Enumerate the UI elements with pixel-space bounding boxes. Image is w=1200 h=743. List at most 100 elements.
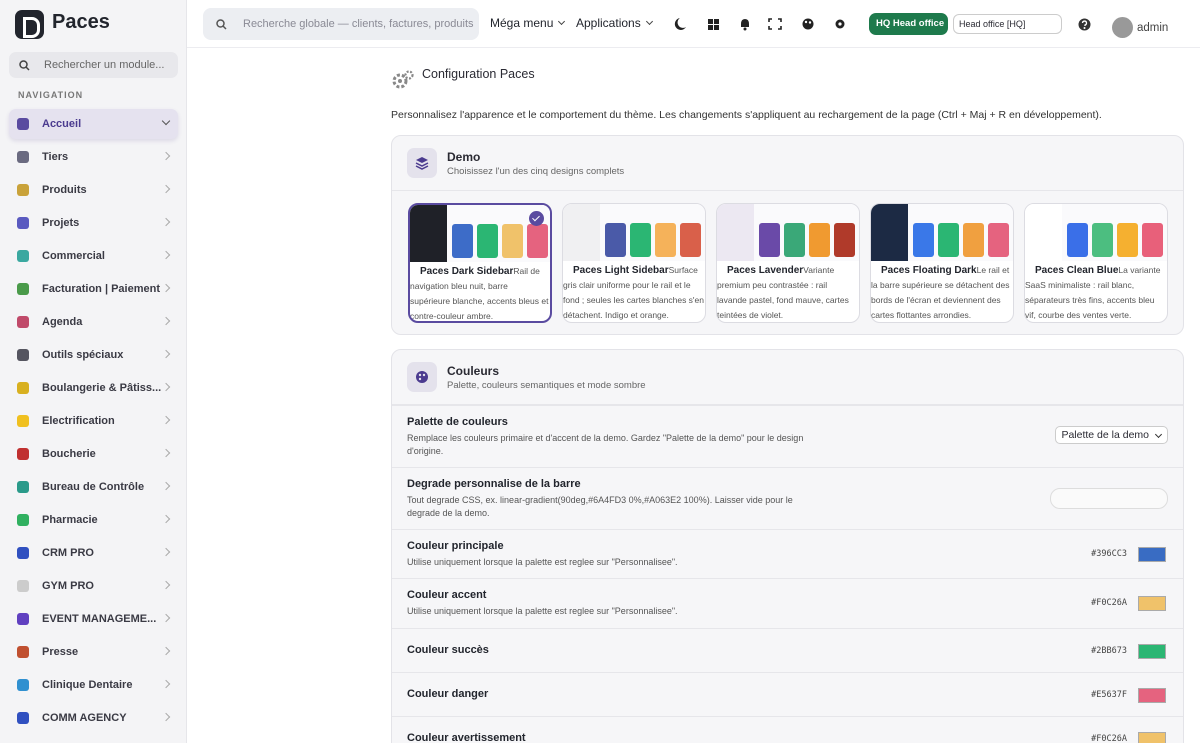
badge-code: HQ [876,18,891,29]
nav-label: Clinique Dentaire [42,679,133,691]
chevron [161,679,171,689]
swatch [913,223,934,257]
nav-icon [17,118,29,130]
nav-label: COMM AGENCY [42,712,127,724]
chevron [161,514,171,524]
site-select[interactable]: Head office [HQ] [953,14,1062,34]
palette-select[interactable]: Palette de la demo [1055,426,1168,444]
theme-card[interactable]: Paces Dark SidebarRail de navigation ble… [408,203,552,323]
swatch [605,223,626,257]
color-swatch[interactable] [1138,547,1166,562]
global-search[interactable]: Recherche globale — clients, factures, p… [203,8,479,40]
chevron [161,481,171,491]
theme-name: Paces Lavender [727,265,804,276]
swatch [988,223,1009,257]
nav-item[interactable]: Projets [9,208,178,238]
nav-item[interactable]: Boucherie [9,439,178,469]
avatar[interactable] [1112,17,1133,38]
gradient-input[interactable] [1050,488,1168,509]
nav-item[interactable]: Clinique Dentaire [9,670,178,700]
applications-menu[interactable]: Applications [576,16,652,30]
color-swatch[interactable] [1138,596,1166,611]
swatch [1117,223,1138,257]
main: Configuration Paces Personnalisez l'appa… [188,49,1200,743]
nav-label: Commercial [42,250,105,262]
theme-card[interactable]: Paces Floating DarkLe rail et la barre s… [870,203,1014,323]
nav-label: Boulangerie & Pâtiss... [42,382,162,394]
theme-card[interactable]: Paces LavenderVariante premium peu contr… [716,203,860,323]
help-icon[interactable] [1078,18,1091,31]
hex-value: #E5637F [1091,690,1127,700]
sidebar: Paces Rechercher un module... NAVIGATION… [0,0,187,743]
toolbar-icons[interactable] [667,15,847,33]
hex-value: #396CC3 [1091,549,1127,559]
chevron [161,448,171,458]
setting-row: Degrade personnalise de la barre Tout deg… [392,467,1183,529]
nav-label: Facturation | Paiement [42,283,160,295]
user-name[interactable]: admin [1137,22,1169,34]
logo[interactable] [15,10,44,39]
nav-item[interactable]: Accueil [9,109,178,139]
layers-icon [407,148,437,178]
nav-item[interactable]: COMM AGENCY [9,703,178,733]
hex-value: #F0C26A [1091,598,1127,608]
nav-icon [17,151,29,163]
color-swatch[interactable] [1138,732,1166,743]
nav-item[interactable]: Commercial [9,241,178,271]
nav-icon [17,316,29,328]
swatch [630,223,651,257]
theme-text: Paces LavenderVariante premium peu contr… [717,261,859,322]
nav-icon [17,415,29,427]
nav-item[interactable]: Outils spéciaux [9,340,178,370]
hq-badge[interactable]: HQ Head office [869,13,948,35]
nav-item[interactable]: Presse [9,637,178,667]
hex-value: #2BB673 [1091,646,1127,656]
swatch [809,223,830,257]
nav-item[interactable]: EVENT MANAGEME... [9,604,178,634]
mega-menu[interactable]: Méga menu [490,16,564,30]
chevron [161,217,171,227]
nav-label: Outils spéciaux [42,349,124,361]
setting-row: Couleur avertissement #F0C26A [392,716,1183,743]
setting-help: Utilise uniquement lorsque la palette es… [407,606,678,616]
nav-item[interactable]: CRM PRO [9,538,178,568]
setting-label: Couleur succès [407,644,489,656]
card-subtitle: Choisissez l'un des cinq designs complet… [447,166,625,177]
setting-label: Couleur principale [407,540,504,552]
setting-row: Couleur principale Utilise uniquement lor… [392,529,1183,578]
sidebar-preview [563,204,600,261]
sidebar-preview [410,205,447,262]
nav-item[interactable]: Produits [9,175,178,205]
nav-label: Pharmacie [42,514,98,526]
color-swatch[interactable] [1138,688,1166,703]
nav-icon [17,250,29,262]
swatch [938,223,959,257]
sidebar-preview [1025,204,1062,261]
nav-icon [17,184,29,196]
nav-icon [17,217,29,229]
module-search[interactable]: Rechercher un module... [9,52,178,78]
theme-text: Paces Light SidebarSurface gris clair un… [563,261,705,322]
badge-label: Head office [892,18,945,29]
swatch [1067,223,1088,257]
nav-item[interactable]: Electrification [9,406,178,436]
theme-card[interactable]: Paces Clean BlueLa variante SaaS minimal… [1024,203,1168,323]
colors-card: Couleurs Palette, couleurs semantiques e… [391,349,1184,743]
card-subtitle: Palette, couleurs semantiques et mode so… [447,380,646,391]
nav-item[interactable]: Boulangerie & Pâtiss... [9,373,178,403]
setting-row: Palette de couleurs Remplace les couleurs… [392,405,1183,467]
nav-icon [17,613,29,625]
nav-item[interactable]: GYM PRO [9,571,178,601]
swatch [1142,223,1163,257]
brand[interactable]: Paces [52,11,110,33]
nav-item[interactable]: Bureau de Contrôle [9,472,178,502]
nav-item[interactable]: Tiers [9,142,178,172]
nav-item[interactable]: Facturation | Paiement [9,274,178,304]
theme-card[interactable]: Paces Light SidebarSurface gris clair un… [562,203,706,323]
color-swatch[interactable] [1138,644,1166,659]
theme-preview [717,204,859,261]
chevron [161,415,171,425]
nav-item[interactable]: Pharmacie [9,505,178,535]
nav-item[interactable]: Agenda [9,307,178,337]
